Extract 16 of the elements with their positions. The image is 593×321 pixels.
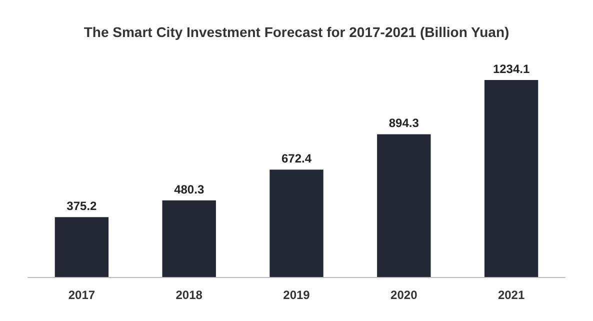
data-label: 1234.1 [492, 62, 530, 76]
data-label: 375.2 [66, 199, 98, 214]
data-label: 672.4 [281, 152, 312, 166]
data-label: 894.3 [388, 116, 420, 130]
bar [270, 170, 324, 277]
bar [484, 80, 538, 277]
x-tick-label: 2020 [390, 288, 418, 302]
x-tick-label: 2017 [68, 288, 96, 302]
x-tick-label: 2019 [283, 288, 310, 302]
bar [377, 134, 431, 277]
bar [54, 217, 109, 277]
x-tick-label: 2018 [176, 288, 203, 302]
x-tick-label: 2021 [498, 288, 525, 302]
chart-title: The Smart City Investment Forecast for 2017-2021 (Billion Yuan) [84, 24, 510, 40]
data-label: 480.3 [174, 182, 204, 196]
bar [162, 200, 216, 277]
